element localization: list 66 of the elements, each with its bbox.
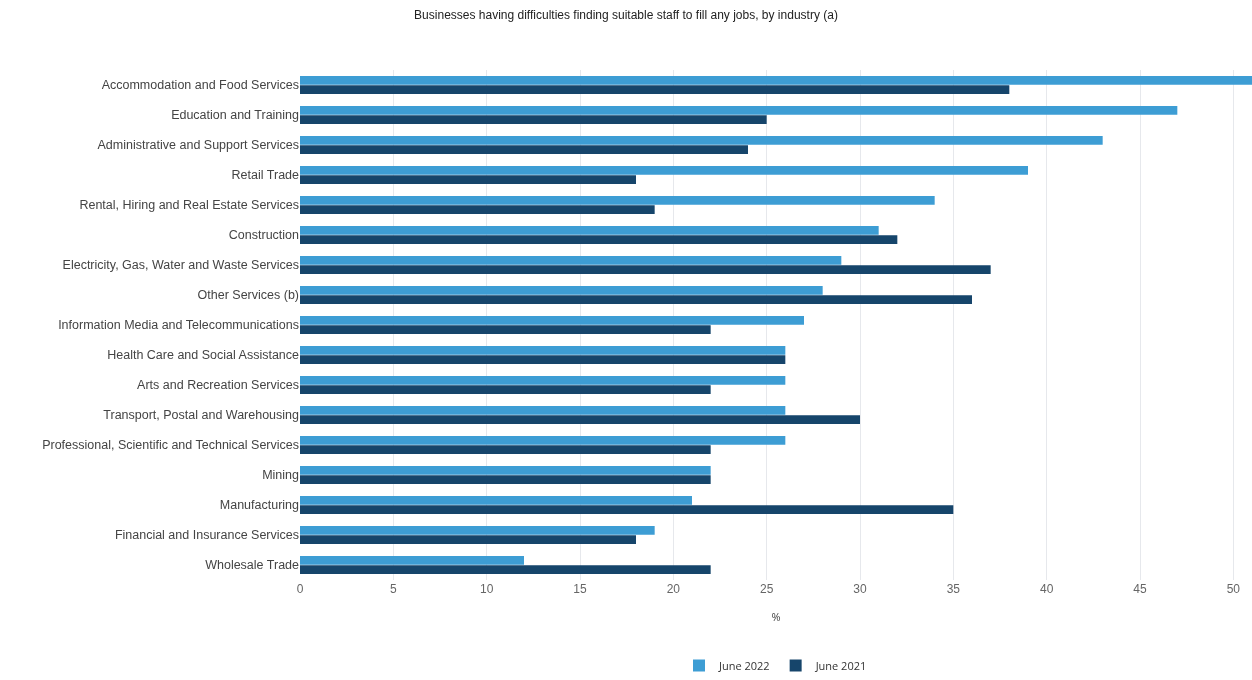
- x-axis-title: %: [771, 609, 781, 625]
- bar: [300, 75, 1252, 85]
- bar: [300, 555, 524, 565]
- bar: [300, 355, 786, 365]
- y-tick-label: Professional, Scientific and Technical Services: [42, 438, 299, 453]
- y-tick-label: Manufacturing: [219, 498, 300, 513]
- y-tick-label: Administrative and Support Services: [97, 138, 299, 153]
- bar: [300, 525, 655, 535]
- bar: [300, 225, 879, 235]
- bar: [300, 505, 954, 515]
- bar: [300, 175, 636, 185]
- bar: [300, 535, 636, 545]
- bar: [300, 495, 692, 505]
- bar: [300, 145, 748, 155]
- bar: [300, 465, 711, 475]
- bar: [300, 115, 767, 125]
- bar: [300, 325, 711, 335]
- y-tick-label: Information Media and Telecommunications: [58, 318, 299, 333]
- x-tick-label: 40: [1039, 582, 1054, 596]
- x-tick-label: 25: [759, 582, 774, 596]
- bar: [300, 105, 1178, 115]
- x-tick-label: 50: [1226, 582, 1241, 596]
- bar: [300, 135, 1103, 145]
- y-tick-label: Arts and Recreation Services: [137, 378, 299, 393]
- bar: [300, 385, 711, 395]
- bar: [300, 285, 823, 295]
- x-tick-label: 45: [1133, 582, 1147, 596]
- x-tick-label: 10: [479, 582, 494, 596]
- y-tick-label: Construction: [228, 228, 300, 243]
- y-tick-label: Transport, Postal and Warehousing: [103, 408, 300, 423]
- y-tick-label: Financial and Insurance Services: [114, 528, 299, 543]
- x-tick-label: 0: [296, 582, 304, 596]
- bar: [300, 375, 786, 385]
- bar: [300, 85, 1010, 95]
- y-tick-label: Rental, Hiring and Real Estate Services: [79, 198, 299, 213]
- bar: [300, 235, 898, 245]
- bar: [300, 435, 786, 445]
- legend-label: June 2022: [718, 657, 770, 673]
- y-tick-label: Retail Trade: [231, 168, 300, 183]
- y-tick-label: Electricity, Gas, Water and Waste Services: [62, 258, 299, 273]
- x-tick-label: 30: [853, 582, 867, 596]
- y-tick-label: Other Services (b): [197, 288, 299, 303]
- bar: [300, 195, 935, 205]
- x-tick-label: 5: [389, 582, 397, 596]
- bar: [300, 475, 711, 485]
- bar: [300, 295, 972, 305]
- x-tick-label: 35: [946, 582, 961, 596]
- bar: [300, 205, 655, 215]
- bar: [300, 405, 786, 415]
- y-tick-label: Health Care and Social Assistance: [107, 348, 300, 363]
- bar: [300, 565, 711, 575]
- x-tick-label: 20: [666, 582, 681, 596]
- y-tick-label: Wholesale Trade: [205, 558, 300, 573]
- bar: [300, 445, 711, 455]
- legend-label: June 2021: [814, 657, 867, 673]
- bar: [300, 265, 991, 275]
- bar: [300, 255, 842, 265]
- x-tick-label: 15: [573, 582, 587, 596]
- bar: [300, 415, 860, 425]
- y-tick-label: Education and Training: [171, 108, 300, 123]
- bar: [300, 345, 786, 355]
- bar: [300, 165, 1028, 175]
- bar: [300, 315, 804, 325]
- y-tick-label: Accommodation and Food Services: [101, 78, 299, 93]
- y-tick-label: Mining: [262, 468, 300, 483]
- chart-title: Businesses having difficulties finding suitable staff to fill any jobs, by industry (a): [414, 7, 838, 22]
